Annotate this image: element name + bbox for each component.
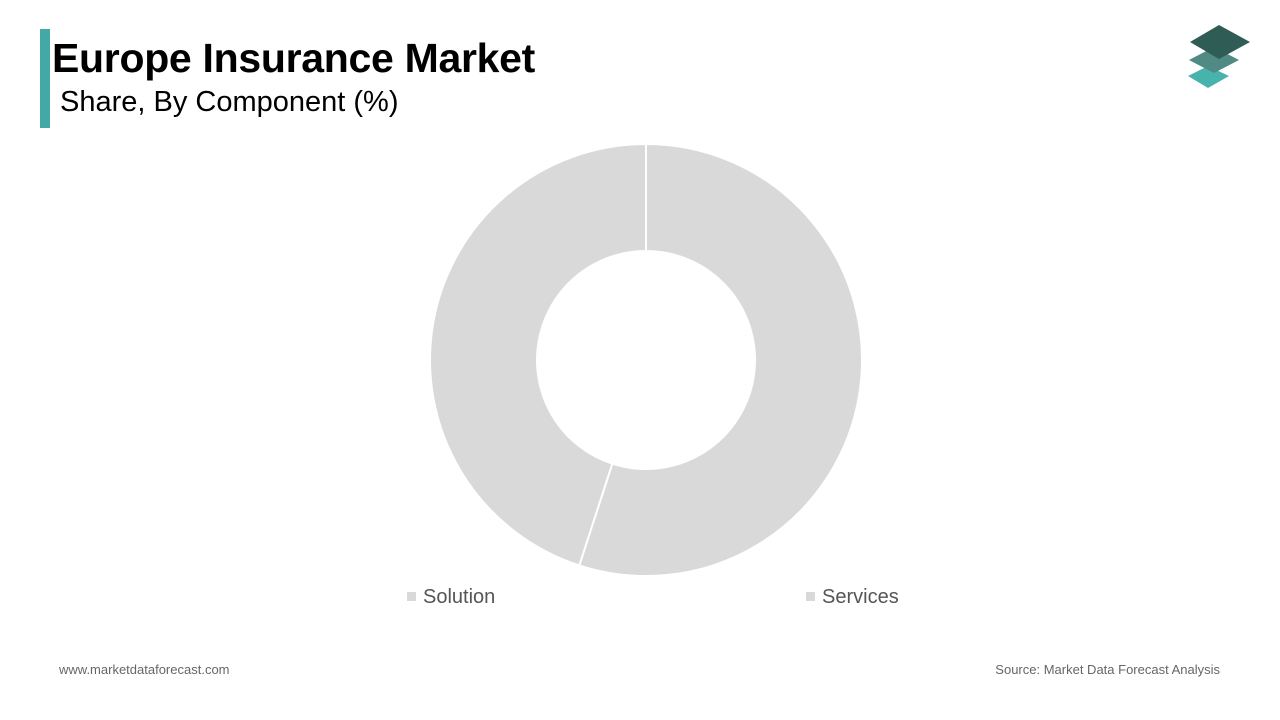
legend-swatch <box>806 592 815 601</box>
legend-label: Services <box>822 586 899 608</box>
donut-slice-solution <box>577 142 863 577</box>
legend-item-services: Services <box>806 586 899 608</box>
title-accent-bar <box>40 29 50 128</box>
logo-layer-bottom <box>1188 66 1229 88</box>
legend-item-solution: Solution <box>407 586 495 608</box>
legend-label: Solution <box>423 586 495 608</box>
legend-swatch <box>407 592 416 601</box>
donut-slices <box>429 142 863 577</box>
donut-slice-services <box>429 142 647 567</box>
chart-title: Europe Insurance Market <box>52 35 535 81</box>
logo-layer-top <box>1190 25 1250 59</box>
footer-source: Source: Market Data Forecast Analysis <box>995 662 1220 677</box>
footer-website: www.marketdataforecast.com <box>59 662 230 677</box>
chart-legend: Solution Services <box>407 586 899 608</box>
stacked-layers-icon <box>1188 25 1250 88</box>
chart-subtitle: Share, By Component (%) <box>60 86 399 118</box>
